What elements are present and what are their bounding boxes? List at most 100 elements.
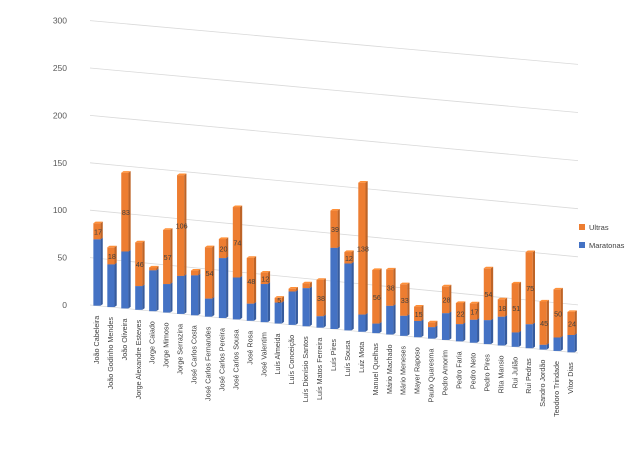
bar-maratonas-side bbox=[379, 321, 382, 334]
bar-ultras-side bbox=[393, 267, 396, 306]
x-category-label: José Carlos Costa bbox=[190, 325, 199, 384]
x-category-label: Jorge Serrazina bbox=[176, 324, 185, 375]
bar-ultras-front bbox=[190, 270, 199, 276]
bar-ultras-side bbox=[114, 245, 117, 265]
bar-ultras bbox=[163, 228, 173, 285]
data-label: 75 bbox=[526, 284, 534, 293]
bar-ultras-top bbox=[163, 228, 173, 230]
bar-ultras-front bbox=[218, 239, 227, 259]
bar-maratonas bbox=[149, 268, 159, 312]
bar-maratonas bbox=[288, 289, 298, 325]
bar-ultras-top bbox=[204, 245, 215, 248]
bar-ultras-front bbox=[163, 229, 171, 285]
x-category-label: Pedro Neto bbox=[468, 353, 477, 389]
bar-maratonas-front bbox=[302, 288, 310, 327]
data-label: 45 bbox=[540, 319, 548, 328]
bar-ultras-side bbox=[170, 228, 173, 285]
data-label: 28 bbox=[443, 296, 451, 305]
y-tick-label: 100 bbox=[53, 205, 67, 215]
bar-ultras-front bbox=[93, 223, 101, 240]
bar-maratonas-front bbox=[93, 239, 101, 306]
bar-maratonas bbox=[218, 256, 229, 319]
bar-maratonas-side bbox=[421, 319, 424, 338]
data-label: 33 bbox=[401, 296, 409, 305]
bar-maratonas bbox=[386, 304, 396, 335]
bar-ultras-top bbox=[567, 310, 577, 312]
bar-maratonas-side bbox=[226, 256, 229, 319]
bar-ultras bbox=[400, 282, 410, 316]
bar-ultras-side bbox=[518, 281, 522, 333]
bar-ultras-top bbox=[358, 181, 368, 183]
bar-ultras-side bbox=[463, 301, 466, 325]
legend-label-maratonas: Maratonas bbox=[589, 240, 625, 250]
x-category-label: Jorge Caiado bbox=[148, 321, 157, 364]
bar-maratonas-front bbox=[386, 305, 394, 335]
bar-ultras-front bbox=[414, 306, 422, 321]
data-label: 74 bbox=[233, 238, 241, 247]
bar-maratonas-front bbox=[483, 320, 491, 345]
bar-ultras-top bbox=[288, 287, 298, 289]
x-category-label: Luís Dionísio Santos bbox=[301, 336, 310, 402]
bar-maratonas bbox=[428, 325, 438, 339]
bar-ultras-side bbox=[253, 256, 257, 304]
bar-maratonas-side bbox=[128, 249, 131, 309]
bar-ultras bbox=[135, 240, 145, 287]
bar-ultras-top bbox=[149, 265, 159, 268]
bar-ultras-front bbox=[246, 257, 254, 304]
bar-maratonas-front bbox=[190, 275, 199, 316]
bar-ultras-top bbox=[400, 282, 410, 285]
bar-ultras bbox=[414, 304, 424, 321]
y-tick-label: 300 bbox=[53, 16, 67, 26]
bar-ultras-top bbox=[386, 267, 396, 270]
bar-ultras bbox=[372, 268, 382, 324]
legend-label-ultras: Ultras bbox=[589, 222, 609, 232]
bar-maratonas bbox=[246, 302, 257, 321]
bar-maratonas-side bbox=[100, 237, 103, 306]
bar-ultras bbox=[428, 320, 438, 328]
data-label: 54 bbox=[484, 290, 492, 299]
bar-ultras-front bbox=[469, 303, 478, 320]
data-label: 138 bbox=[357, 245, 369, 254]
y-tick-label: 0 bbox=[62, 300, 67, 310]
bar-ultras-top bbox=[260, 270, 271, 273]
x-category-label: Pedro Faria bbox=[454, 351, 463, 389]
bar-ultras-side bbox=[337, 208, 340, 248]
bar-ultras-top bbox=[330, 208, 340, 211]
bar-maratonas bbox=[344, 261, 354, 331]
bar-maratonas bbox=[441, 311, 452, 340]
bar-maratonas bbox=[204, 296, 215, 317]
bar-ultras-side bbox=[365, 181, 368, 315]
bar-ultras-top bbox=[539, 299, 549, 302]
x-category-label: Rita Mansio bbox=[496, 355, 505, 393]
x-category-label: Manuel Quelhas bbox=[371, 343, 380, 396]
legend-swatch-maratonas bbox=[579, 242, 585, 248]
legend-item-ultras: Ultras bbox=[579, 218, 624, 236]
bar-maratonas-side bbox=[156, 268, 159, 312]
bar-ultras-front bbox=[121, 172, 129, 252]
bar-ultras-top bbox=[428, 320, 438, 323]
bar-maratonas bbox=[483, 318, 494, 345]
bar-maratonas-front bbox=[288, 291, 296, 325]
bar-maratonas bbox=[469, 318, 480, 343]
bar-maratonas-front bbox=[455, 324, 464, 342]
bar-maratonas-side bbox=[295, 289, 298, 325]
bar-ultras-front bbox=[316, 279, 324, 317]
bar-maratonas-side bbox=[477, 318, 480, 343]
bar-ultras-front bbox=[288, 288, 296, 292]
bar-maratonas-side bbox=[240, 275, 243, 320]
bar-ultras-top bbox=[302, 281, 312, 284]
bar-maratonas-side bbox=[170, 282, 173, 313]
bar-maratonas bbox=[511, 330, 522, 347]
bar-ultras-front bbox=[260, 272, 268, 285]
bar-ultras-top bbox=[177, 173, 187, 176]
bar-maratonas-front bbox=[177, 275, 185, 314]
bar-maratonas-side bbox=[267, 282, 271, 323]
bar-maratonas-front bbox=[372, 323, 380, 334]
x-category-label: Luís Pires bbox=[329, 339, 338, 371]
x-category-label: Luiz Mota bbox=[357, 342, 366, 373]
bar-maratonas-side bbox=[546, 343, 549, 350]
bar-maratonas bbox=[567, 333, 577, 353]
bar-maratonas-side bbox=[365, 312, 368, 332]
bar-ultras bbox=[316, 278, 326, 317]
